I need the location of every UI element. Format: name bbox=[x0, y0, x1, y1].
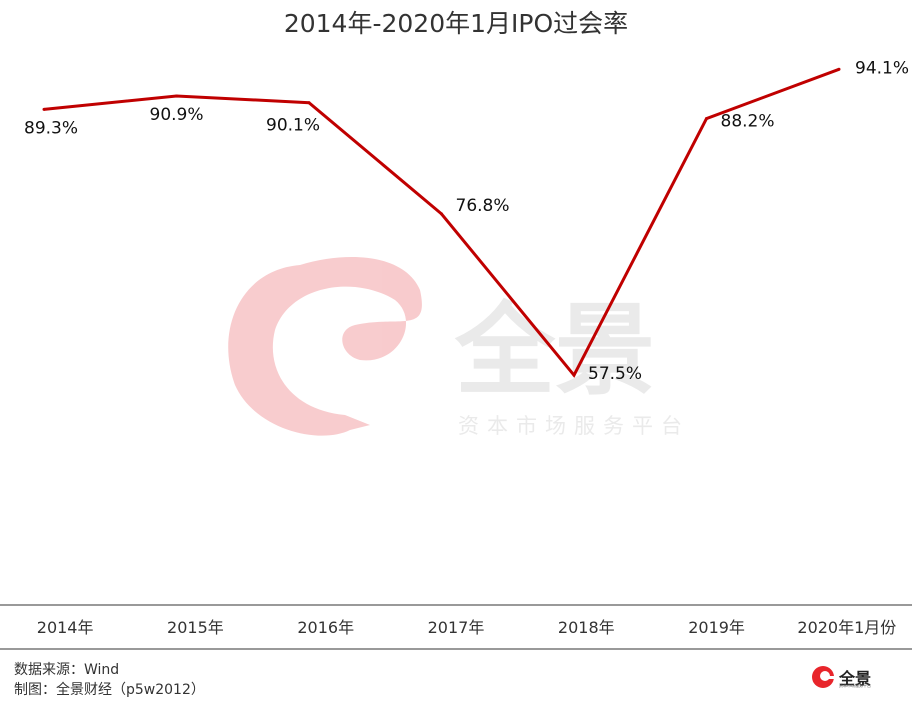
x-tick-label: 2014年 bbox=[37, 618, 94, 637]
x-tick-label: 2017年 bbox=[428, 618, 485, 637]
brand-swirl-icon bbox=[812, 666, 836, 688]
brand-text: 全景 bbox=[839, 669, 872, 688]
data-label: 90.1% bbox=[266, 116, 320, 136]
data-point bbox=[440, 212, 443, 216]
data-point bbox=[837, 67, 841, 71]
data-point bbox=[175, 94, 178, 98]
data-label-group: 89.3% 90.9% 90.1% 76.8% 57.5% 88.2% 94.1% bbox=[24, 58, 909, 384]
x-tick-label: 2015年 bbox=[167, 618, 224, 637]
data-source: 数据来源：Wind bbox=[14, 662, 120, 678]
x-tick-label: 2016年 bbox=[297, 618, 354, 637]
series-group bbox=[42, 67, 841, 378]
x-tick-label: 2020年1月份 bbox=[797, 618, 896, 637]
data-point bbox=[307, 101, 311, 105]
data-label: 76.8% bbox=[456, 196, 510, 216]
data-label: 94.1% bbox=[855, 58, 909, 78]
data-point bbox=[572, 373, 576, 377]
brand-logo: 全景 资本市场服务平台 bbox=[810, 664, 871, 690]
data-label: 57.5% bbox=[588, 364, 642, 384]
data-point bbox=[705, 117, 708, 121]
x-tick-label: 2018年 bbox=[558, 618, 615, 637]
chart-credit: 制图：全景财经（p5w2012） bbox=[14, 682, 205, 698]
data-label: 89.3% bbox=[24, 118, 78, 138]
data-label: 90.9% bbox=[150, 105, 204, 125]
footer: 数据来源：Wind 制图：全景财经（p5w2012） bbox=[14, 660, 205, 700]
data-label: 88.2% bbox=[721, 112, 775, 132]
x-tick-label: 2019年 bbox=[688, 618, 745, 637]
watermark-subtitle: 资本市场服务平台 bbox=[458, 414, 690, 438]
watermark-swirl-icon bbox=[228, 257, 422, 436]
data-point bbox=[42, 107, 46, 111]
x-tick-group: 2014年 2015年 2016年 2017年 2018年 2019年 2020年1月份 bbox=[37, 618, 897, 637]
brand-subtitle: 资本市场服务平台 bbox=[839, 683, 871, 688]
chart-title: 2014年-2020年1月IPO过会率 bbox=[283, 9, 629, 38]
